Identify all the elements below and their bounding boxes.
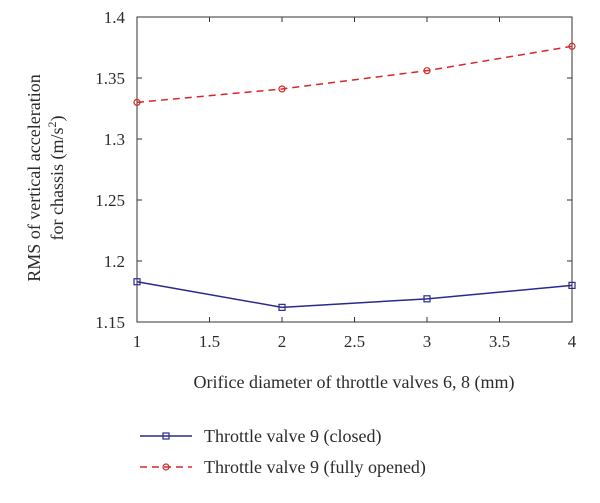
x-tick-label: 1 [133, 332, 142, 351]
y-tick-label: 1.2 [104, 252, 125, 271]
y-axis-ticks: 1.15 1.2 1.25 1.3 1.35 1.4 [95, 8, 572, 332]
x-tick-label: 3.5 [489, 332, 510, 351]
y-tick-label: 1.15 [95, 313, 125, 332]
legend-item: Throttle valve 9 (closed) [140, 426, 381, 447]
series-1 [133, 278, 576, 311]
data-point [423, 295, 431, 303]
x-tick-label: 2.5 [344, 332, 365, 351]
x-tick-label: 4 [568, 332, 577, 351]
series-line [136, 281, 573, 309]
plot-area [136, 16, 573, 323]
x-axis-label: Orifice diameter of throttle valves 6, 8… [194, 372, 515, 393]
data-point [278, 85, 286, 93]
y-axis-label-line1: RMS of vertical acceleration [24, 74, 44, 281]
y-tick-label: 1.3 [104, 130, 125, 149]
y-axis-label-superscript: 2 [45, 122, 59, 128]
y-tick-label: 1.35 [95, 69, 125, 88]
series-layer [133, 42, 576, 311]
x-axis-ticks: 1 1.5 2 2.5 3 3.5 4 [133, 17, 577, 351]
y-axis-label-prefix: for chassis (m/s [47, 128, 68, 241]
legend-marker [162, 432, 170, 440]
series-line [136, 45, 573, 104]
data-point [423, 67, 431, 75]
data-point [133, 278, 141, 286]
y-tick-label: 1.4 [104, 8, 126, 27]
x-tick-label: 2 [278, 332, 287, 351]
x-tick-label: 3 [423, 332, 432, 351]
y-tick-label: 1.25 [95, 191, 125, 210]
data-point [133, 98, 141, 107]
y-axis-label: RMS of vertical acceleration for chassis… [24, 74, 68, 281]
series-2 [133, 42, 576, 107]
legend: Throttle valve 9 (closed) Throttle valve … [140, 426, 426, 478]
data-point [278, 303, 286, 311]
x-tick-label: 1.5 [199, 332, 220, 351]
data-point [568, 281, 576, 289]
legend-marker [162, 463, 170, 471]
legend-label: Throttle valve 9 (fully opened) [204, 457, 426, 478]
legend-label: Throttle valve 9 (closed) [204, 426, 381, 447]
y-axis-label-line2: for chassis (m/s2) [45, 116, 68, 241]
legend-item: Throttle valve 9 (fully opened) [140, 457, 426, 478]
data-point [568, 42, 576, 50]
y-axis-label-suffix: ) [47, 116, 68, 122]
